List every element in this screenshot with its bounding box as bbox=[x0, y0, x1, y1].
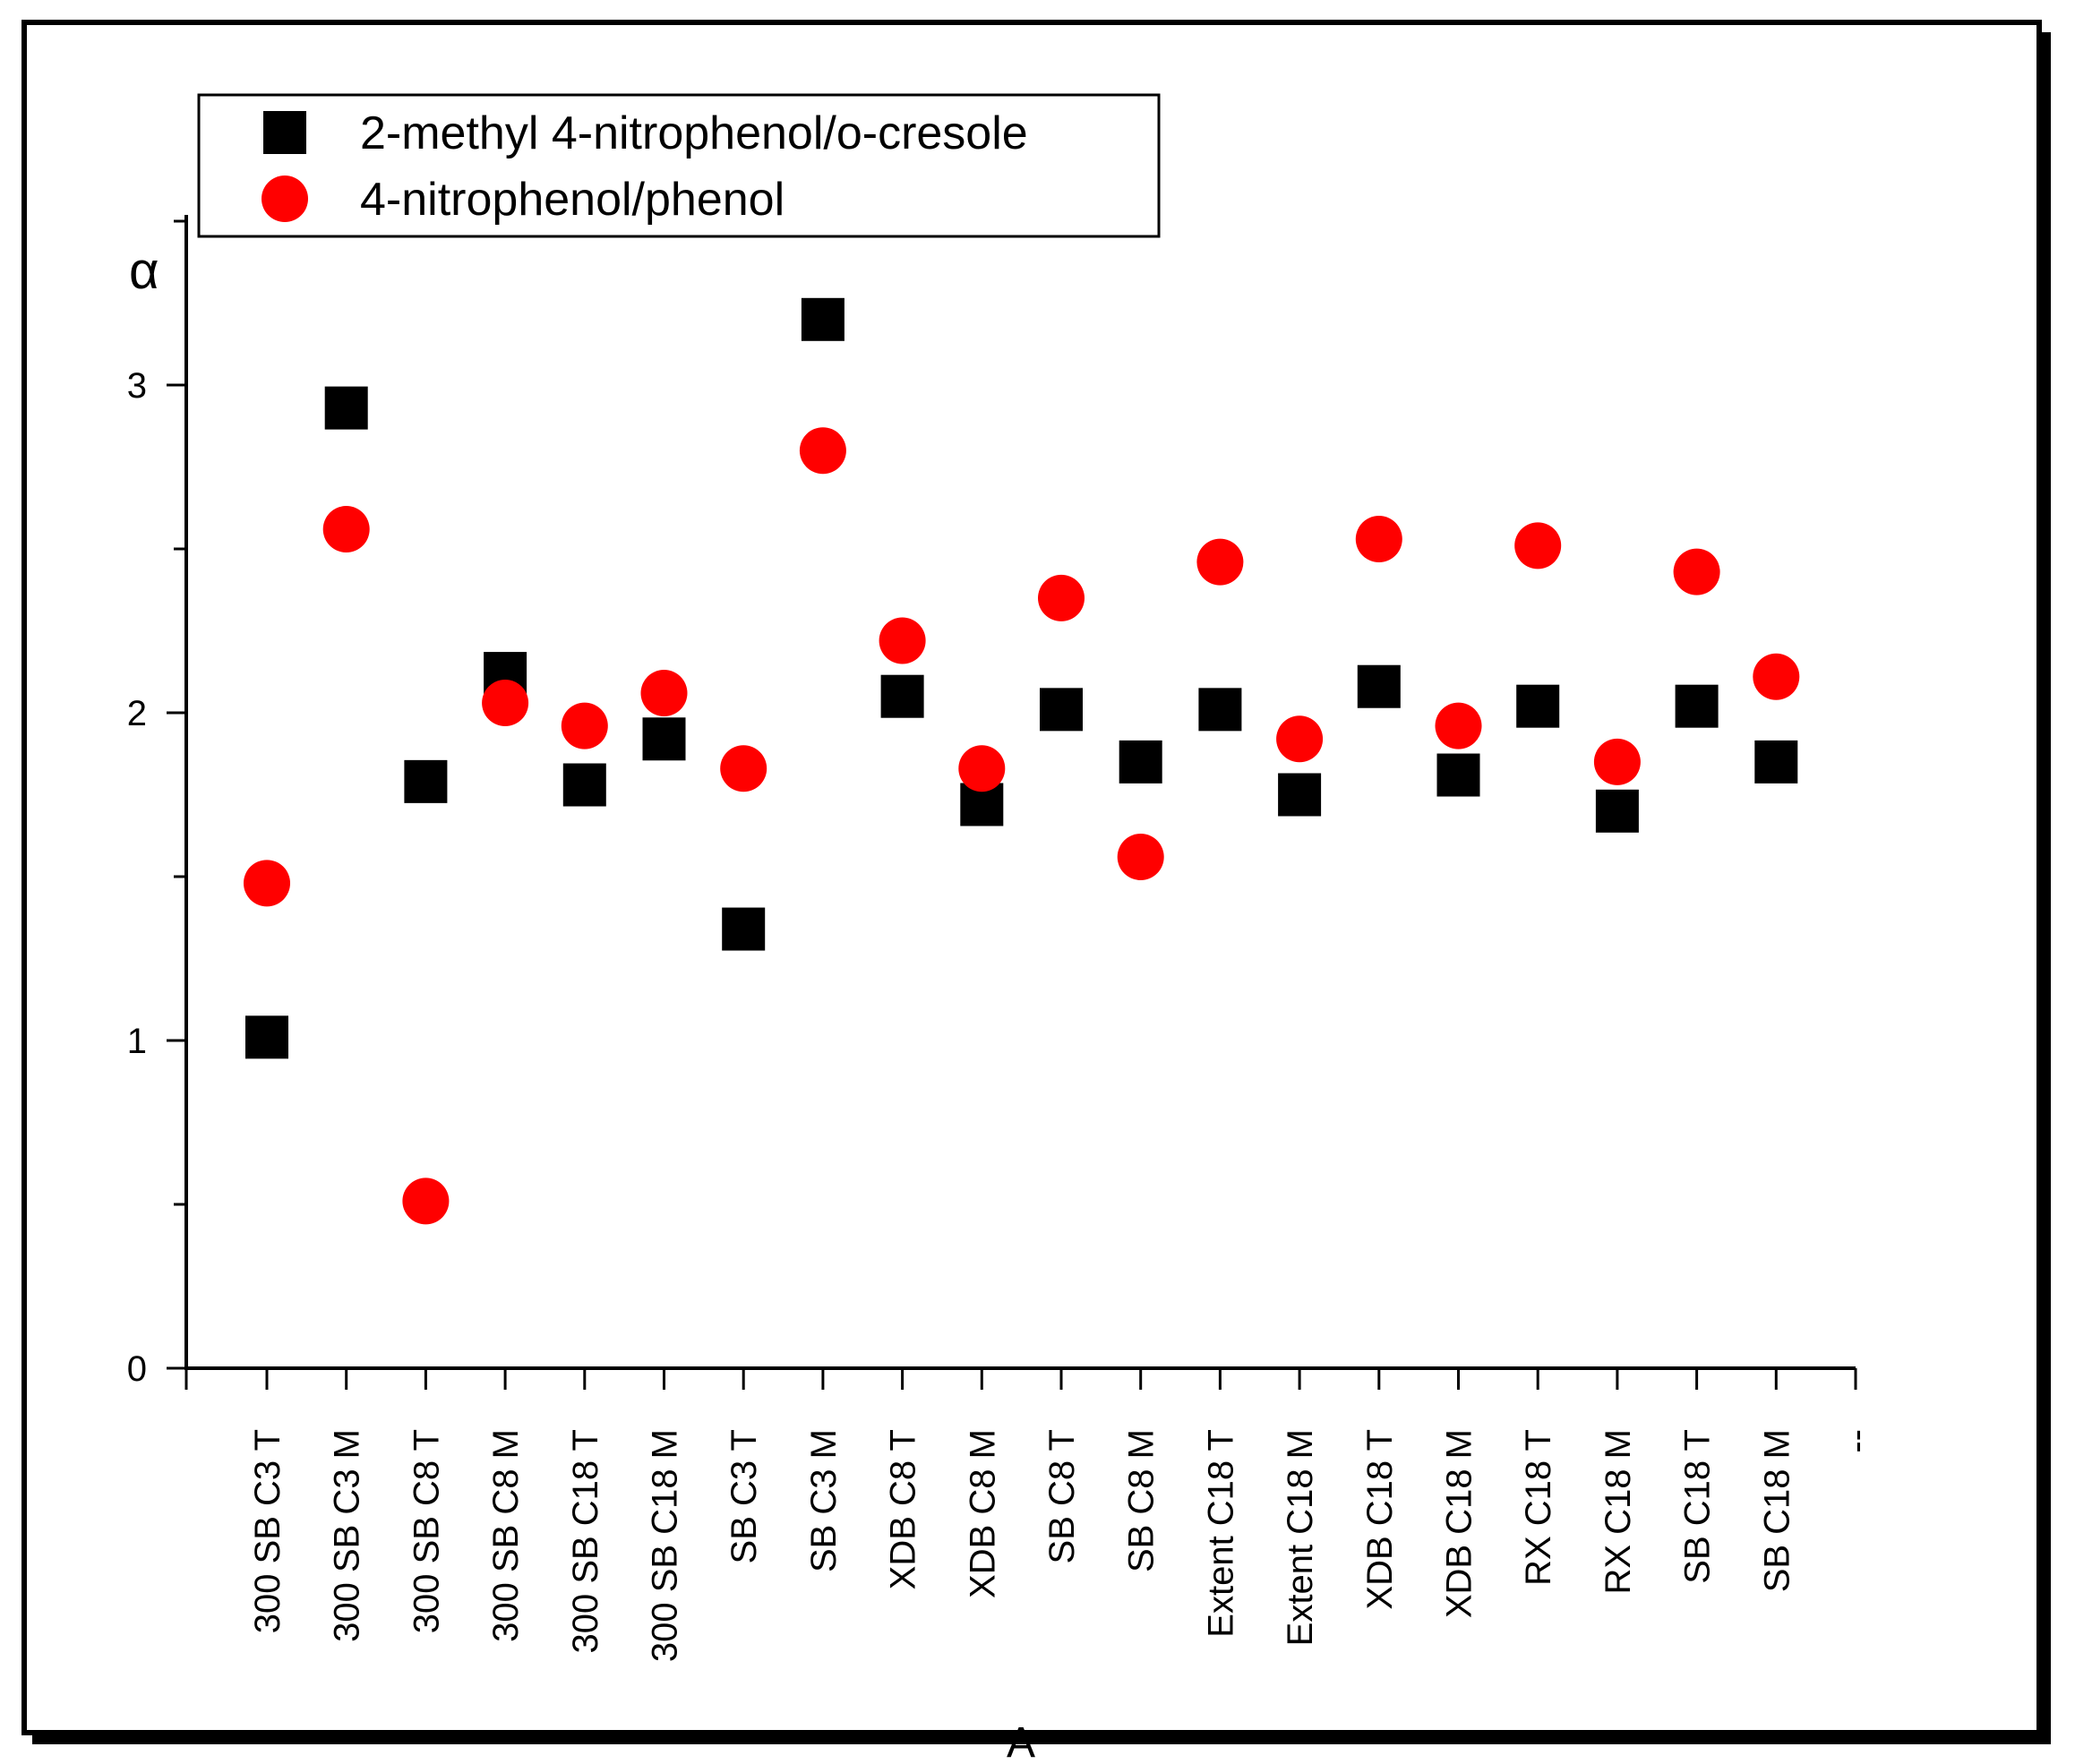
data-point-square bbox=[1040, 688, 1083, 732]
data-point-circle bbox=[1593, 738, 1641, 785]
data-point-circle bbox=[1196, 538, 1244, 586]
frame-shadow-bottom bbox=[32, 1735, 2051, 1744]
data-point-circle bbox=[1673, 548, 1720, 595]
x-tick-label: -- bbox=[1837, 1429, 1876, 1453]
data-point-square bbox=[1675, 684, 1719, 728]
data-point-square bbox=[1595, 789, 1639, 833]
data-points bbox=[244, 297, 1800, 1225]
x-axis-label: A bbox=[1007, 1719, 1035, 1764]
data-point-circle bbox=[720, 745, 767, 792]
x-tick-label: RX C18 M bbox=[1599, 1429, 1638, 1595]
y-ticks: 0 1 2 3 bbox=[127, 219, 186, 1389]
legend-label-series-2: 4-nitrophenol/phenol bbox=[360, 174, 785, 226]
data-point-square bbox=[324, 386, 368, 430]
data-point-square bbox=[1436, 753, 1480, 797]
data-point-circle bbox=[561, 702, 608, 749]
legend-box bbox=[197, 93, 1161, 238]
legend-marker-square bbox=[263, 111, 306, 154]
data-point-square bbox=[1754, 740, 1798, 784]
x-tick-label: XDB C8 T bbox=[884, 1429, 923, 1589]
data-point-square bbox=[722, 907, 766, 951]
axes bbox=[184, 215, 1856, 1370]
x-tick-label: SB C18 M bbox=[1757, 1429, 1796, 1592]
y-tick-label: 3 bbox=[127, 366, 147, 406]
data-point-square bbox=[1198, 688, 1242, 732]
frame-shadow-right bbox=[2042, 32, 2051, 1743]
x-tick-label: XDB C18 M bbox=[1440, 1429, 1479, 1618]
data-point-square bbox=[245, 1015, 288, 1059]
x-tick-label: RX C18 T bbox=[1519, 1429, 1558, 1586]
x-tick-label: 300 SB C3 M bbox=[328, 1429, 367, 1642]
x-tick-label: SB C3 T bbox=[725, 1429, 764, 1563]
x-tick-label: SB C18 T bbox=[1678, 1429, 1718, 1584]
x-tick-label: Extent C18 M bbox=[1281, 1429, 1320, 1646]
data-point-square bbox=[642, 717, 686, 761]
x-tick-label: SB C8 M bbox=[1122, 1429, 1162, 1572]
data-point-circle bbox=[879, 617, 926, 664]
x-tick-label: SB C3 M bbox=[804, 1429, 844, 1572]
data-point-square bbox=[801, 297, 845, 341]
data-point-circle bbox=[482, 680, 529, 727]
x-tick-label: XDB C8 M bbox=[963, 1429, 1002, 1598]
x-tick-label: 300 SB C3 T bbox=[248, 1429, 287, 1633]
y-tick-label: 2 bbox=[127, 694, 147, 733]
data-point-square bbox=[880, 674, 924, 718]
data-point-circle bbox=[1355, 516, 1402, 563]
data-point-circle bbox=[322, 506, 370, 553]
data-point-circle bbox=[1514, 522, 1562, 569]
data-point-circle bbox=[1753, 653, 1800, 700]
data-point-square bbox=[1357, 664, 1401, 708]
data-point-circle bbox=[1038, 574, 1085, 621]
data-point-square bbox=[1119, 740, 1162, 784]
data-point-square bbox=[562, 763, 606, 807]
data-point-circle bbox=[1276, 715, 1324, 763]
x-tick-label: 300 SB C8 T bbox=[407, 1429, 446, 1633]
legend: 2-methyl 4-nitrophenol/o-cresole 4-nitro… bbox=[197, 93, 1161, 238]
chart-frame bbox=[21, 20, 2042, 1735]
x-tick-label: SB C8 T bbox=[1042, 1429, 1082, 1563]
legend-marker-circle bbox=[262, 176, 308, 222]
y-axis-label: α bbox=[129, 242, 159, 300]
data-point-circle bbox=[402, 1177, 450, 1225]
x-tick-label: 300 SB C8 M bbox=[486, 1429, 526, 1642]
y-tick-label: 0 bbox=[127, 1349, 147, 1389]
x-tick-label: 300 SB C18 M bbox=[646, 1429, 685, 1662]
data-point-circle bbox=[1435, 702, 1482, 749]
data-point-square bbox=[1516, 684, 1560, 728]
data-point-circle bbox=[640, 670, 688, 717]
x-tick-label: Extent C18 T bbox=[1201, 1429, 1240, 1638]
data-point-circle bbox=[958, 745, 1006, 792]
y-tick-label: 1 bbox=[127, 1022, 147, 1061]
data-point-square bbox=[404, 759, 448, 803]
x-tick-label: XDB C18 T bbox=[1360, 1429, 1400, 1610]
data-point-circle bbox=[799, 427, 846, 475]
data-point-circle bbox=[244, 860, 290, 907]
x-tick-label: 300 SB C18 T bbox=[566, 1429, 605, 1654]
data-point-square bbox=[1278, 773, 1322, 817]
x-ticks: 300 SB C3 T 300 SB C3 M 300 SB C8 T 300 SB … bbox=[184, 1368, 1876, 1662]
legend-label-series-1: 2-methyl 4-nitrophenol/o-cresole bbox=[360, 107, 1028, 159]
data-point-circle bbox=[1117, 834, 1164, 881]
